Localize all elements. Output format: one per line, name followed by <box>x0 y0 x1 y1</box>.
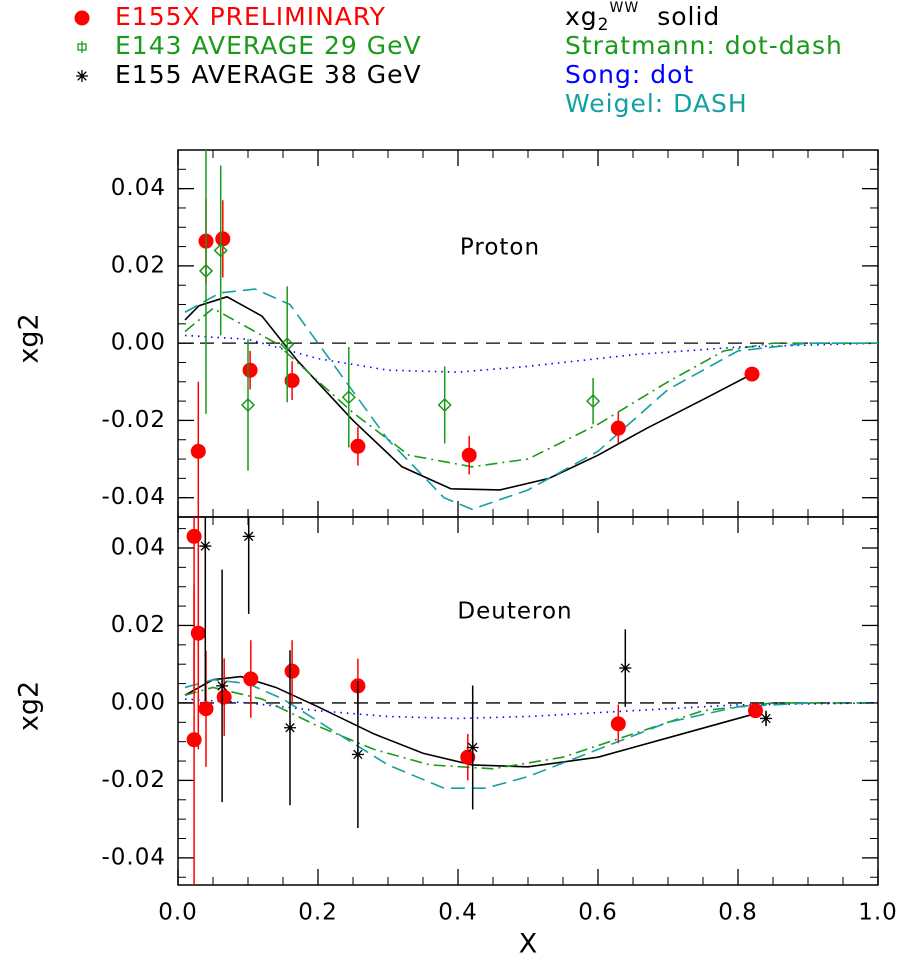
data-point <box>610 716 626 732</box>
data-point <box>242 530 255 543</box>
x-tick-label: 0.0 <box>158 900 198 926</box>
y-tick-label: 0.02 <box>111 612 166 638</box>
data-point <box>610 420 626 436</box>
data-point <box>748 703 763 719</box>
data-point <box>198 263 214 278</box>
y-tick-label: 0.04 <box>111 534 166 560</box>
plot-area <box>184 150 878 517</box>
plot-area <box>184 517 878 885</box>
legend-marker <box>74 10 90 26</box>
plot-frame <box>177 516 879 886</box>
data-point <box>198 701 214 717</box>
x-axis-label: X <box>519 929 538 960</box>
y-tick-label: 0.00 <box>111 689 166 715</box>
y-tick-label: 0.00 <box>111 330 166 356</box>
legend-label-part: xg <box>565 2 598 31</box>
legend-label: E155X PRELIMINARY <box>115 2 386 31</box>
panel-label: Deuteron <box>457 599 572 625</box>
legend-label: xg2WW solid <box>565 0 720 35</box>
legend-label-part: WW <box>610 0 640 16</box>
theory-curve <box>184 675 753 768</box>
y-tick-label: -0.04 <box>101 484 166 510</box>
data-point <box>437 397 452 413</box>
data-point <box>186 732 202 748</box>
data-point <box>216 689 232 705</box>
data-point <box>213 243 228 258</box>
x-tick-label: 0.8 <box>718 900 758 926</box>
data-point <box>461 447 477 463</box>
legend-label-part: 2 <box>598 15 610 35</box>
data-point <box>190 443 206 459</box>
legend-label: Stratmann: dot-dash <box>565 31 843 60</box>
data-point <box>586 394 601 409</box>
legend-label: Weigel: DASH <box>565 89 748 118</box>
data-point <box>284 663 300 679</box>
x-tick-label: 0.4 <box>438 900 478 926</box>
data-point <box>619 662 632 675</box>
theory-curve <box>184 686 878 770</box>
theory-curve <box>184 295 753 491</box>
data-point <box>280 337 295 352</box>
data-point <box>216 679 229 692</box>
data-point <box>460 749 476 765</box>
y-tick-label: 0.04 <box>111 175 166 201</box>
panel-label: Proton <box>460 235 540 261</box>
legend-label: E155 AVERAGE 38 GeV <box>115 60 422 89</box>
data-point <box>199 540 212 553</box>
legend-marker <box>77 43 87 51</box>
data-point <box>186 528 202 544</box>
y-tick-label: -0.04 <box>101 844 166 870</box>
legend-marker <box>76 70 88 82</box>
data-point <box>284 721 296 734</box>
legend-label: Song: dot <box>565 60 694 89</box>
plot-frame <box>177 149 879 518</box>
data-point <box>341 390 356 405</box>
data-point <box>744 366 760 382</box>
data-point <box>466 741 479 754</box>
data-point <box>243 671 259 687</box>
theory-curve <box>184 698 878 720</box>
x-tick-label: 0.6 <box>578 900 618 926</box>
x-tick-label: 1.0 <box>858 900 898 926</box>
y-tick-label: -0.02 <box>101 407 166 433</box>
legend-label-part: solid <box>657 2 720 31</box>
data-point <box>760 712 772 725</box>
data-point <box>215 231 231 247</box>
legend-label: E143 AVERAGE 29 GeV <box>115 31 422 60</box>
data-point <box>240 397 256 413</box>
y-tick-label: 0.02 <box>111 252 166 278</box>
data-point <box>350 438 366 454</box>
theory-curve <box>184 288 878 511</box>
theory-curve <box>184 307 878 468</box>
y-axis-label: xg2 <box>14 313 45 363</box>
y-tick-label: -0.02 <box>101 767 166 793</box>
x-tick-label: 0.2 <box>298 900 338 926</box>
data-point <box>351 748 364 761</box>
data-point <box>190 625 206 641</box>
data-point <box>242 362 258 378</box>
theory-curve <box>184 678 809 789</box>
data-point <box>284 373 300 389</box>
y-axis-label: xg2 <box>14 681 45 731</box>
